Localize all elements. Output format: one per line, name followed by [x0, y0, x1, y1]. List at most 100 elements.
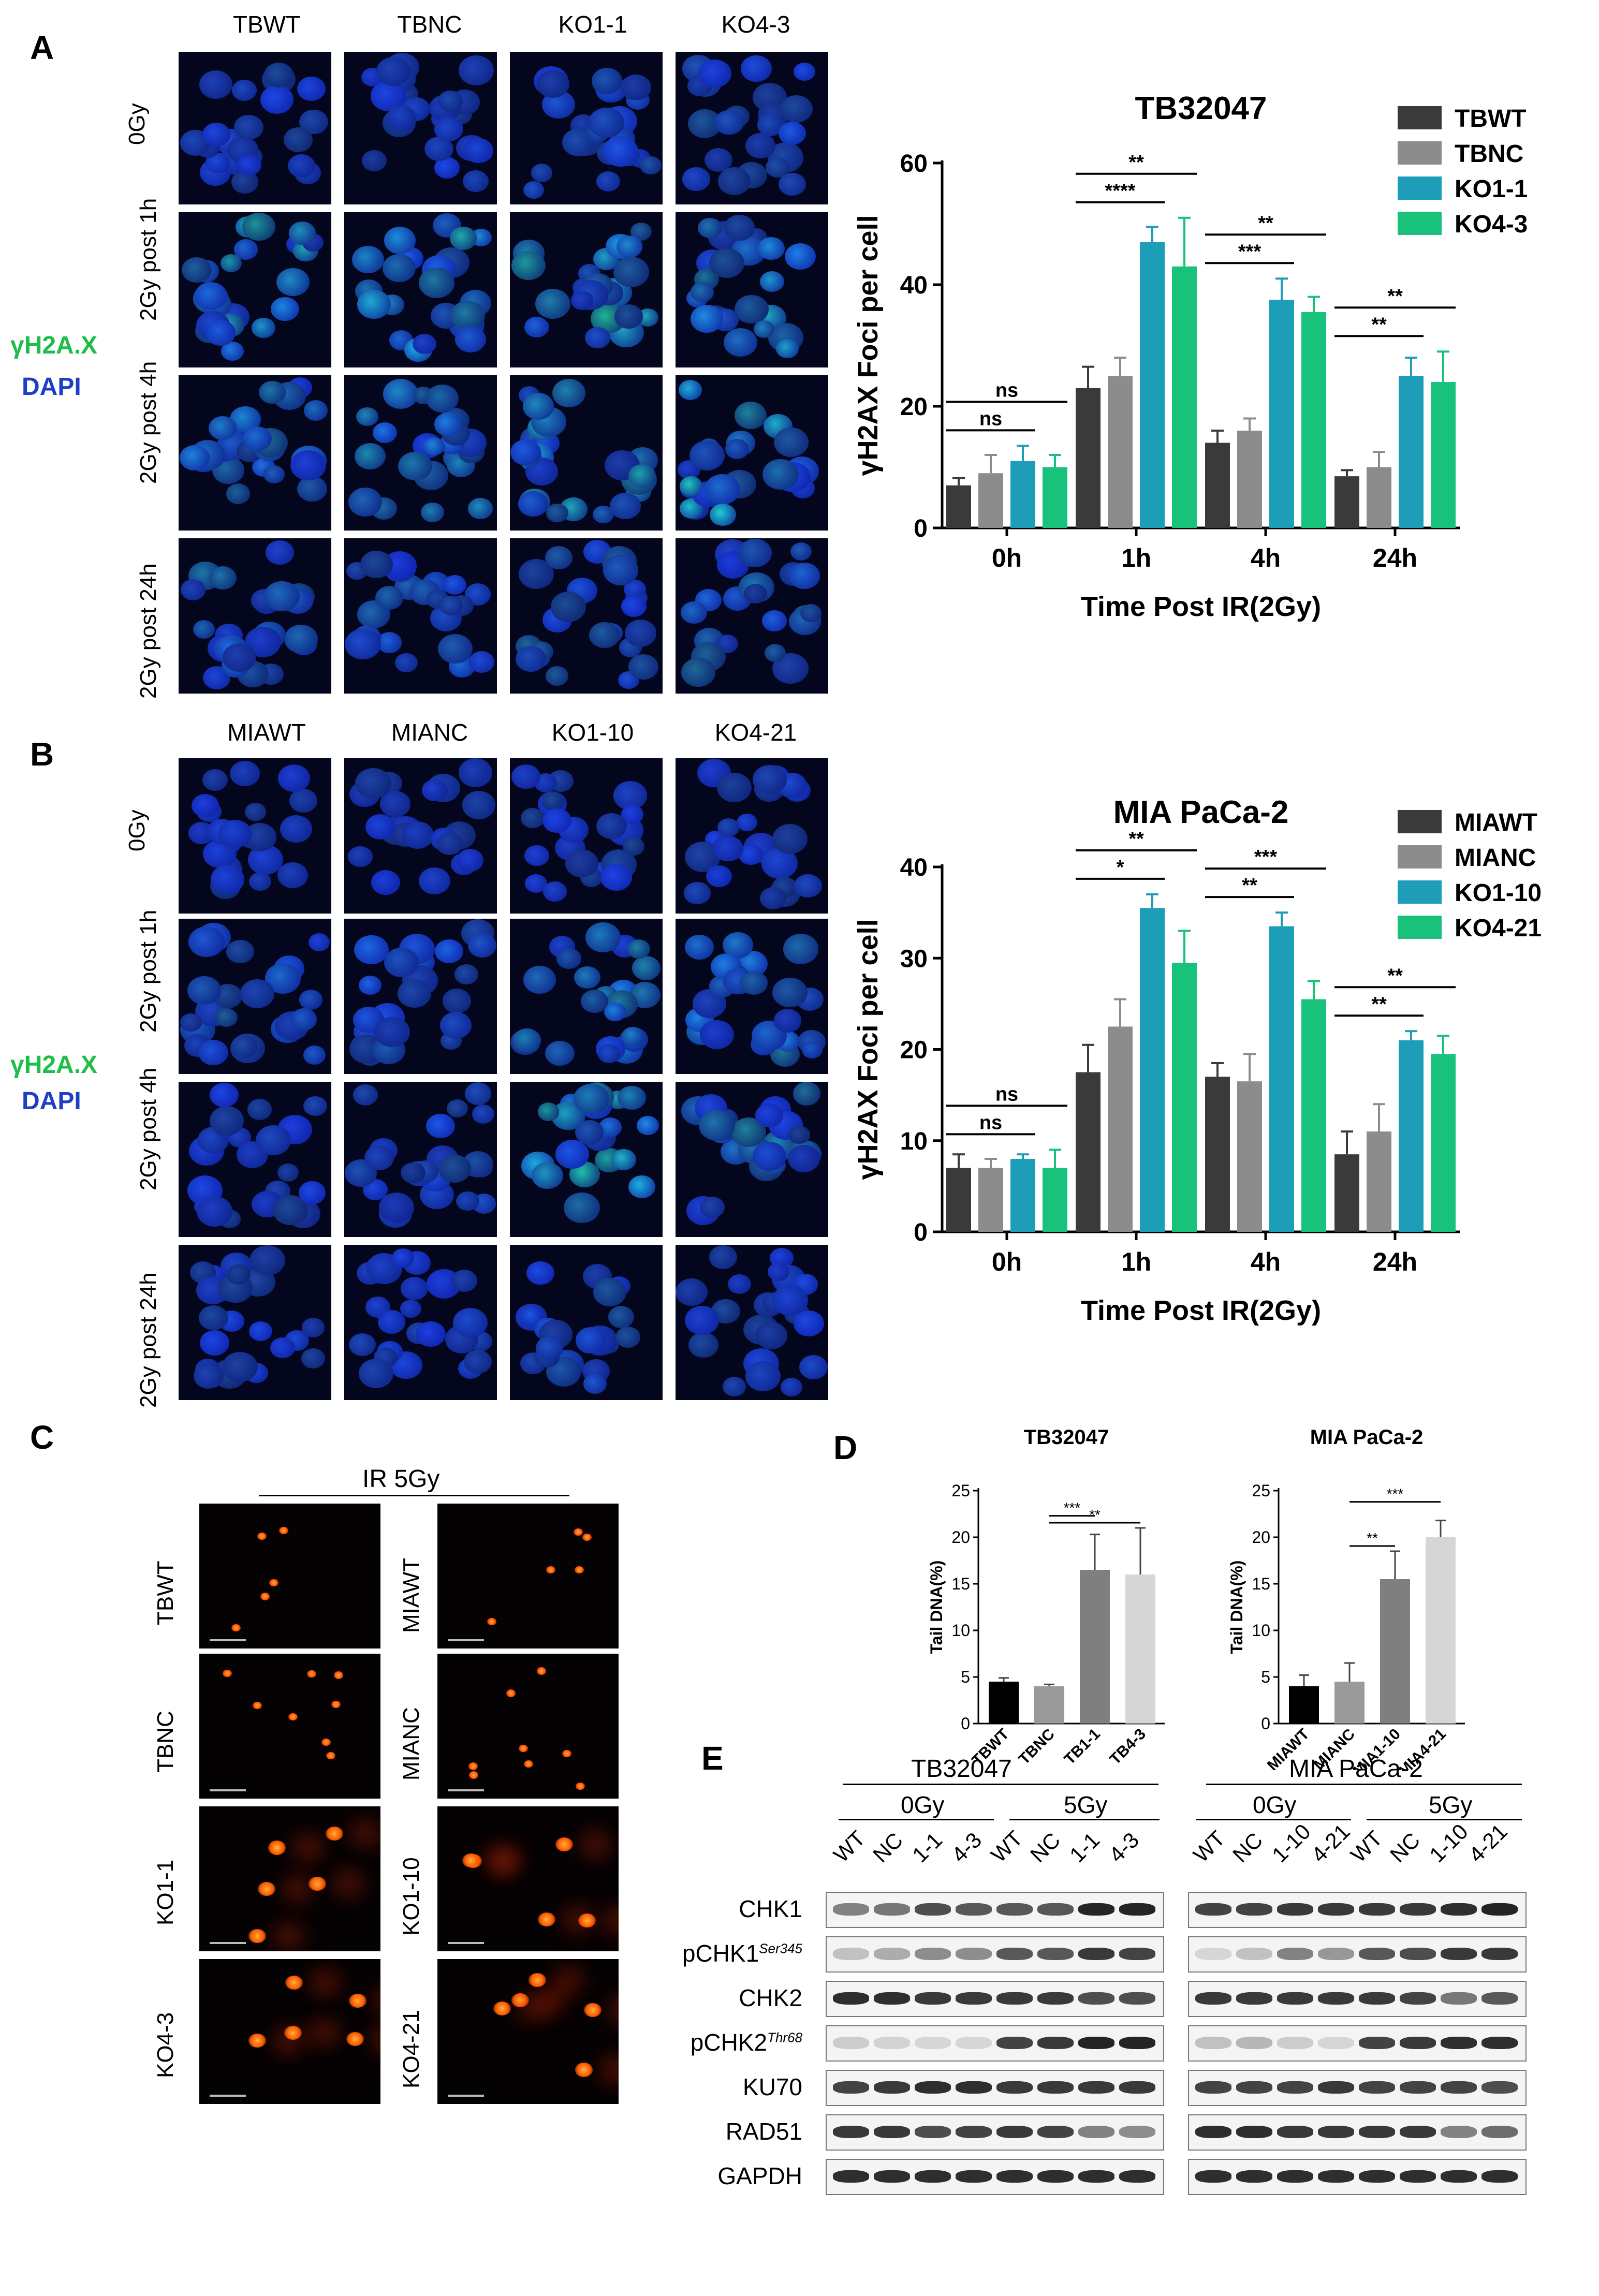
- micrograph-tile: [510, 212, 663, 367]
- chart-title: TB32047: [1135, 91, 1267, 126]
- blot-strip: [826, 2159, 1164, 2195]
- lane-label: 4-21: [1464, 1819, 1512, 1867]
- blot-band: [1277, 2081, 1313, 2094]
- bar: [1367, 1131, 1391, 1232]
- micrograph-tile: [510, 1245, 663, 1400]
- comet-image: [437, 1806, 619, 1951]
- bar: [1269, 926, 1294, 1232]
- lane-label: 1-1: [1065, 1828, 1105, 1867]
- significance-label: ns: [979, 1112, 1002, 1134]
- blot-band: [1277, 2037, 1313, 2049]
- blot-band: [996, 1992, 1033, 2005]
- y-tick-label: 20: [951, 1528, 970, 1547]
- blot-strip: [1188, 1892, 1527, 1928]
- chart-title: MIA PaCa-2: [1310, 1426, 1424, 1449]
- blot-band: [833, 2126, 869, 2138]
- significance-label: ***: [1064, 1500, 1081, 1516]
- col-label: TBWT: [232, 11, 301, 38]
- blot-band: [1318, 2081, 1354, 2094]
- blot-band: [874, 2081, 910, 2094]
- scale-bar: [210, 1942, 246, 1944]
- col-label: TBNC: [397, 11, 462, 38]
- legend-label: TBNC: [1455, 140, 1523, 168]
- stain-label-green: γH2A.X: [10, 1051, 98, 1079]
- bar: [1108, 376, 1133, 528]
- row-label: 0Gy: [124, 810, 150, 851]
- bar: [1172, 266, 1197, 528]
- dose-label: 0Gy: [901, 1791, 945, 1818]
- bar: [1269, 300, 1294, 528]
- lane-label: 4-21: [1307, 1819, 1355, 1867]
- blot-band: [833, 2081, 869, 2094]
- protein-label: pCHK2Thr68: [690, 2029, 802, 2056]
- comet-row-label: KO1-1: [153, 1859, 178, 1925]
- comet-row-label: KO4-3: [153, 2012, 178, 2078]
- y-tick-label: 40: [900, 272, 928, 299]
- micrograph-tile: [179, 1082, 331, 1237]
- blot-band: [1119, 2037, 1155, 2049]
- significance-label: **: [1371, 993, 1387, 1015]
- significance-label: **: [1387, 965, 1403, 987]
- blot-band: [996, 1903, 1033, 1916]
- bar: [1125, 1574, 1155, 1724]
- blot-band: [1318, 1992, 1354, 2005]
- blot-band: [996, 2081, 1033, 2094]
- chart-tb32047-foci: TB32047 0 20 40 60 γH2AX Foci per cell Time Po…: [853, 91, 1528, 622]
- blot-band: [1481, 2126, 1518, 2138]
- blot-band: [874, 1992, 910, 2005]
- legend-label: TBWT: [1455, 105, 1527, 133]
- significance-label: *: [1117, 857, 1124, 878]
- comet-image: [437, 1959, 619, 2104]
- y-tick-label: 0: [961, 1714, 970, 1733]
- micrograph-tile: [676, 1082, 828, 1237]
- blot-band: [956, 1903, 992, 1916]
- blot-strip: [1188, 1936, 1527, 1973]
- x-tick-label: TB4-3: [1107, 1726, 1149, 1768]
- bar: [1301, 312, 1326, 528]
- legend-label: MIAWT: [1455, 809, 1537, 836]
- blot-band: [1119, 1992, 1155, 2005]
- blot-strip: [1188, 1981, 1527, 2017]
- blot-band: [915, 1948, 951, 1960]
- dose-line: [1196, 1819, 1351, 1820]
- blot-band: [1441, 1948, 1477, 1960]
- bar: [1080, 1570, 1110, 1724]
- col-label: MIANC: [391, 719, 468, 746]
- y-axis-label: Tail DNA(%): [1227, 1561, 1246, 1654]
- legend-swatch: [1398, 916, 1442, 939]
- blot-band: [1037, 1903, 1074, 1916]
- row-label: 2Gy post 1h: [136, 198, 161, 321]
- blot-group-title: MIA PaCa-2: [1289, 1755, 1423, 1783]
- stain-label-blue: DAPI: [22, 373, 81, 401]
- comet-image: [199, 1806, 380, 1951]
- significance-label: **: [1258, 212, 1273, 234]
- blot-band: [915, 1903, 951, 1916]
- bar: [1172, 963, 1197, 1232]
- legend-label: KO4-3: [1455, 211, 1528, 238]
- blot-band: [956, 2081, 992, 2094]
- blot-band: [1277, 1903, 1313, 1916]
- x-tick-label: TB1-1: [1061, 1726, 1104, 1768]
- bar: [1367, 467, 1391, 528]
- bar: [1334, 476, 1359, 528]
- blot-band: [833, 1948, 869, 1960]
- blot-band: [956, 1992, 992, 2005]
- bar: [1237, 431, 1262, 528]
- blot-band: [1195, 1903, 1231, 1916]
- lane-label: NC: [1385, 1828, 1425, 1867]
- blot-band: [1400, 2126, 1436, 2138]
- significance-label: **: [1128, 152, 1144, 173]
- blot-band: [833, 2170, 869, 2183]
- blot-band: [1441, 1992, 1477, 2005]
- bar: [1076, 1072, 1101, 1232]
- panel-label-c: C: [30, 1419, 54, 1456]
- comet-image: [437, 1654, 619, 1799]
- y-tick-label: 20: [1252, 1528, 1270, 1547]
- lane-label: WT: [829, 1826, 870, 1867]
- micrograph-tile: [676, 375, 828, 531]
- significance-label: **: [1367, 1530, 1378, 1546]
- chart-miapaca-foci: MIA PaCa-2 0 10 20 30 40 γH2AX Foci per cell Ti…: [853, 794, 1542, 1326]
- blot-band: [1119, 1903, 1155, 1916]
- lane-label: WT: [1346, 1826, 1387, 1867]
